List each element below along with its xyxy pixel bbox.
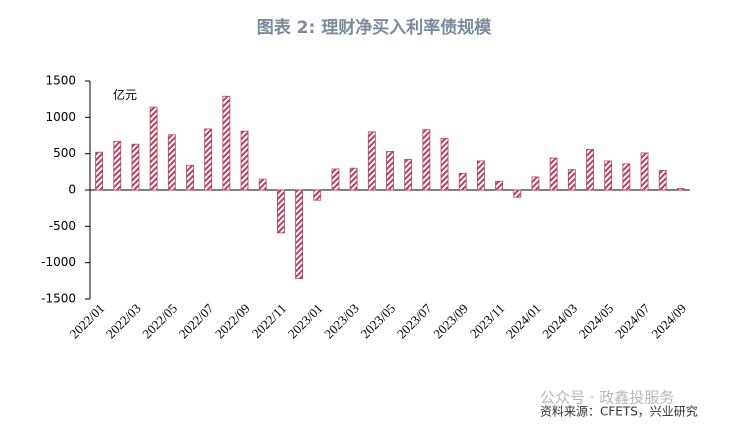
bar bbox=[149, 106, 158, 191]
bar bbox=[95, 151, 103, 191]
bar bbox=[313, 189, 322, 201]
bar bbox=[295, 189, 303, 280]
y-tick-label: 0 bbox=[68, 183, 76, 197]
bar bbox=[549, 157, 558, 191]
x-tick-label: 2023/11 bbox=[467, 301, 507, 341]
x-tick-label: 2024/01 bbox=[503, 301, 544, 342]
x-tick-label: 2023/05 bbox=[357, 301, 398, 342]
x-tick-label: 2022/09 bbox=[212, 301, 253, 342]
x-tick-label: 2022/05 bbox=[139, 301, 180, 342]
y-tick-label: -1500 bbox=[41, 292, 76, 306]
bar bbox=[640, 152, 649, 191]
x-tick-label: 2022/07 bbox=[176, 300, 217, 341]
bar bbox=[277, 189, 285, 234]
bar bbox=[658, 169, 667, 191]
y-tick-label: -1000 bbox=[41, 255, 76, 269]
bar bbox=[513, 189, 522, 198]
bar bbox=[167, 134, 176, 191]
y-axis-label: 亿元 bbox=[113, 87, 137, 102]
y-tick-label: 500 bbox=[53, 146, 76, 160]
x-tick-label: 2023/03 bbox=[321, 301, 362, 342]
source: 资料来源：CFETS，兴业研究 bbox=[540, 404, 698, 419]
bar bbox=[422, 129, 431, 191]
x-tick-label: 2024/03 bbox=[539, 301, 580, 342]
bar bbox=[222, 95, 231, 191]
bar bbox=[495, 180, 503, 191]
bar bbox=[131, 143, 140, 191]
x-tick-label: 2022/11 bbox=[249, 301, 289, 341]
bar bbox=[440, 138, 449, 191]
bar bbox=[477, 160, 485, 191]
bar bbox=[604, 160, 613, 191]
bar bbox=[186, 164, 194, 191]
bar bbox=[677, 188, 685, 191]
bar bbox=[567, 169, 576, 191]
x-tick-label: 2024/09 bbox=[648, 301, 689, 342]
bar bbox=[367, 131, 376, 191]
watermark: 公众号 · 政鑫投服务 bbox=[540, 389, 674, 407]
x-tick-label: 2022/03 bbox=[103, 301, 144, 342]
x-tick-label: 2024/07 bbox=[612, 300, 653, 341]
bar bbox=[113, 140, 122, 191]
bar bbox=[331, 168, 340, 191]
bar bbox=[258, 178, 267, 191]
bar bbox=[622, 163, 631, 191]
bar bbox=[386, 151, 394, 191]
bar bbox=[458, 172, 467, 191]
bar bbox=[586, 148, 594, 191]
y-tick-label: 1500 bbox=[45, 74, 76, 88]
bar bbox=[404, 159, 413, 191]
x-tick-label: 2023/01 bbox=[285, 301, 326, 342]
y-tick-label: 1000 bbox=[45, 110, 76, 124]
bar bbox=[240, 130, 249, 191]
y-tick-label: -500 bbox=[49, 219, 76, 233]
x-tick-label: 2022/01 bbox=[67, 301, 108, 342]
bar bbox=[531, 176, 540, 191]
x-tick-label: 2024/05 bbox=[576, 301, 617, 342]
x-tick-label: 2023/09 bbox=[430, 301, 471, 342]
x-tick-label: 2023/07 bbox=[394, 300, 435, 341]
bar bbox=[349, 167, 358, 191]
bar bbox=[204, 128, 213, 191]
chart-title: 图表 2: 理财净买入利率债规模 bbox=[257, 17, 492, 38]
